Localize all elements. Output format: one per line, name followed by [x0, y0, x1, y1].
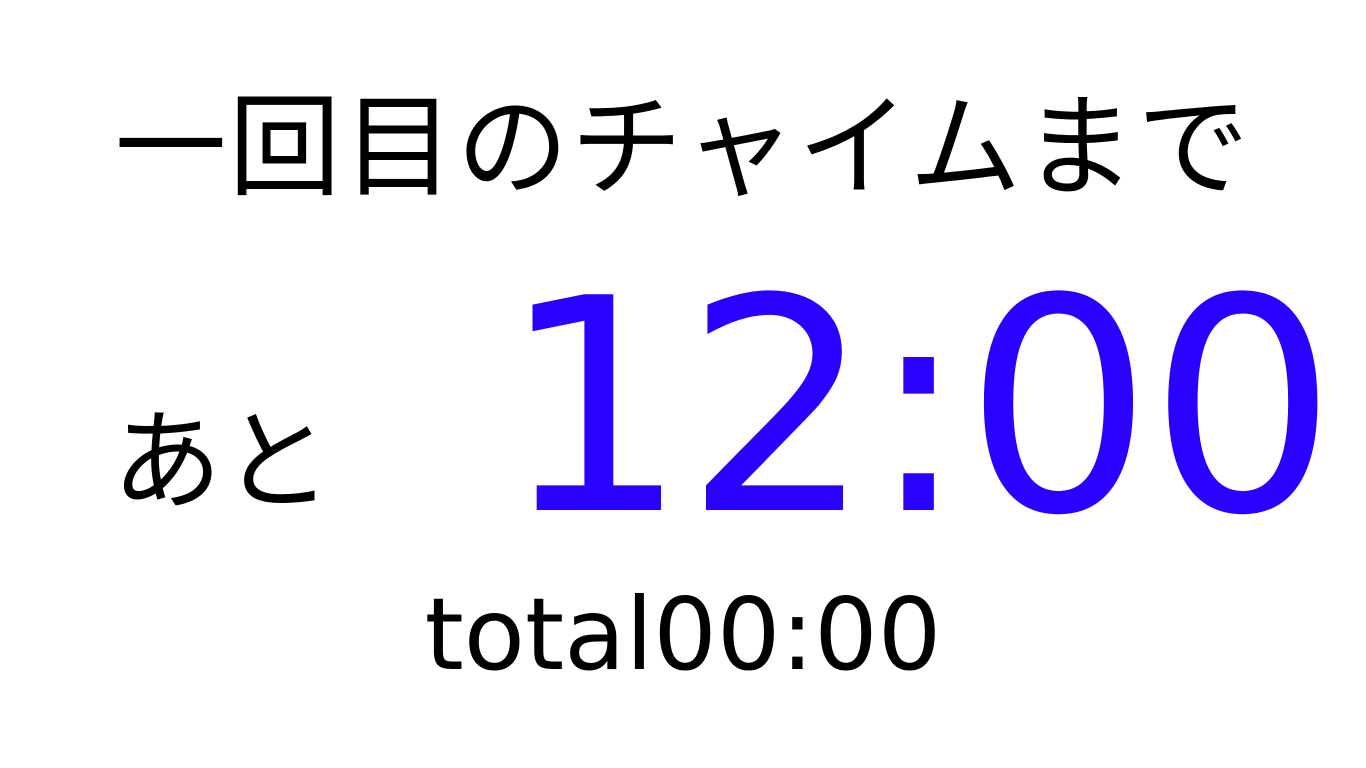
- countdown-time: 12:00: [500, 235, 1337, 580]
- chime-heading: 一回目のチャイムまで: [114, 83, 1252, 213]
- remaining-prefix: あと: [112, 398, 332, 526]
- total-elapsed: total00:00: [424, 576, 942, 693]
